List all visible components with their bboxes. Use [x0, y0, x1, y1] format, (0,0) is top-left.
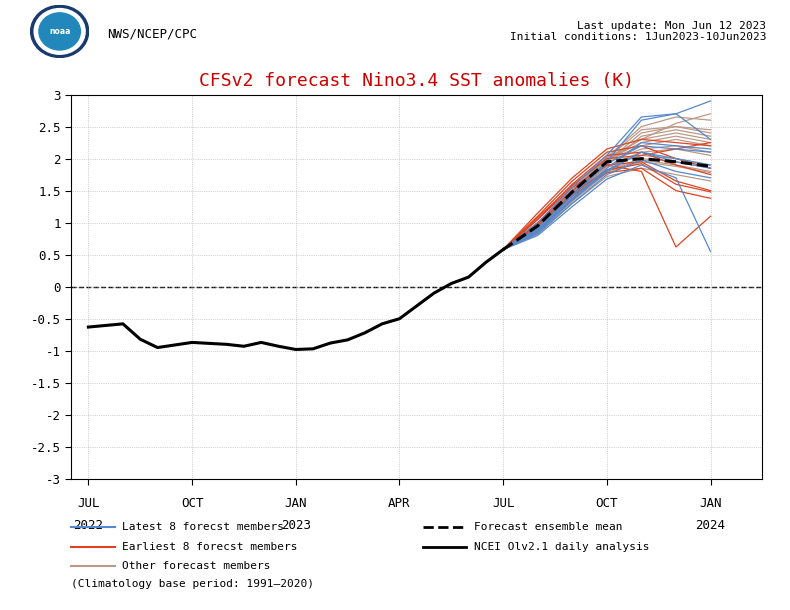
Text: noaa: noaa	[49, 27, 70, 36]
Text: JUL: JUL	[77, 497, 100, 510]
Text: NWS/NCEP/CPC: NWS/NCEP/CPC	[107, 27, 197, 40]
Text: 2024: 2024	[695, 518, 725, 531]
Text: Earliest 8 forecst members: Earliest 8 forecst members	[122, 542, 298, 551]
Text: OCT: OCT	[596, 497, 618, 510]
Text: NCEI Olv2.1 daily analysis: NCEI Olv2.1 daily analysis	[474, 542, 649, 551]
Text: Latest 8 forecst members: Latest 8 forecst members	[122, 522, 284, 532]
Text: Last update: Mon Jun 12 2023: Last update: Mon Jun 12 2023	[577, 21, 766, 31]
Circle shape	[39, 13, 81, 50]
Title: CFSv2 forecast Nino3.4 SST anomalies (K): CFSv2 forecast Nino3.4 SST anomalies (K)	[199, 72, 634, 90]
Text: OCT: OCT	[181, 497, 203, 510]
Text: Other forecast members: Other forecast members	[122, 561, 271, 571]
Text: 2022: 2022	[73, 518, 103, 531]
Text: (Climatology base period: 1991–2020): (Climatology base period: 1991–2020)	[71, 580, 314, 589]
Text: JAN: JAN	[699, 497, 722, 510]
Text: Initial conditions: 1Jun2023-10Jun2023: Initial conditions: 1Jun2023-10Jun2023	[510, 32, 766, 41]
Text: APR: APR	[388, 497, 411, 510]
Circle shape	[31, 5, 88, 57]
Circle shape	[34, 9, 85, 54]
Text: JAN: JAN	[284, 497, 307, 510]
Text: Forecast ensemble mean: Forecast ensemble mean	[474, 522, 623, 532]
Text: 2023: 2023	[280, 518, 310, 531]
Text: JUL: JUL	[492, 497, 514, 510]
